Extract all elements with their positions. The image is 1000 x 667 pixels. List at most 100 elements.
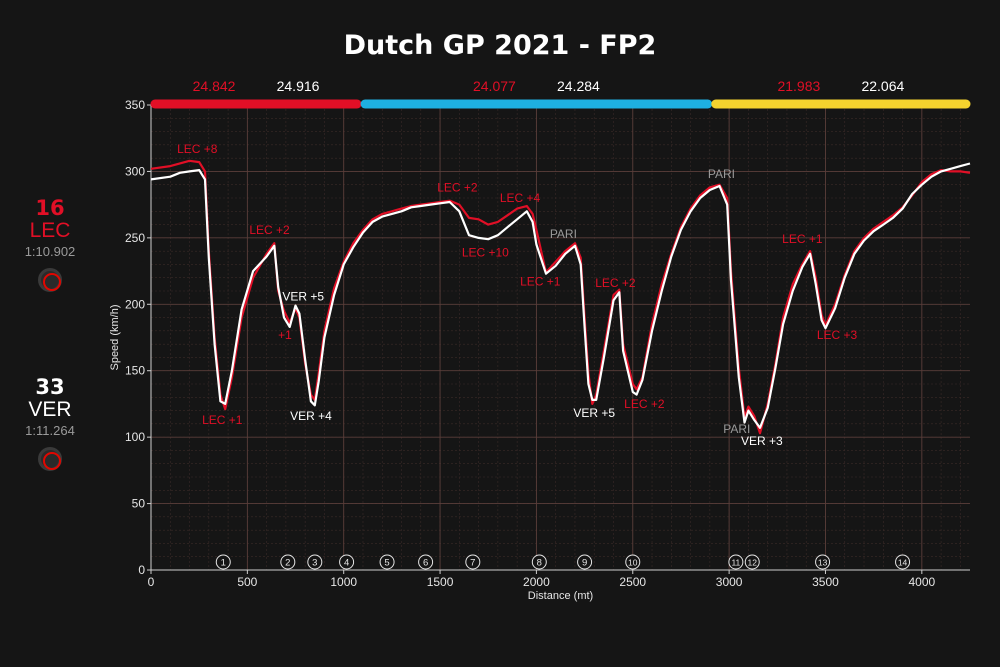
driver-code: LEC <box>29 219 71 242</box>
driver-number: 33 <box>35 375 65 399</box>
x-tick-label: 3000 <box>716 575 743 589</box>
delta-annotation: LEC +10 <box>462 245 509 259</box>
corner-marker: 13 <box>815 554 831 570</box>
y-tick-label: 100 <box>125 430 145 444</box>
corner-label: 14 <box>898 558 908 568</box>
corner-circle <box>465 554 481 570</box>
delta-annotation: LEC +2 <box>624 397 665 411</box>
corner-circle <box>625 554 641 570</box>
delta-annotation: LEC +1 <box>202 413 243 427</box>
corner-circle <box>815 554 831 570</box>
driver-laptime: 1:11.264 <box>25 423 75 438</box>
delta-annotation: PARI <box>550 227 577 241</box>
corner-marker: 10 <box>625 554 641 570</box>
y-axis-label: Speed (km/h) <box>109 304 121 370</box>
x-tick-label: 3500 <box>812 575 839 589</box>
corner-label: 12 <box>748 558 758 568</box>
corner-circle <box>895 554 911 570</box>
x-tick-label: 2500 <box>619 575 646 589</box>
sector-1-ver-time: 24.916 <box>277 78 320 94</box>
sector-3-lec-time: 21.983 <box>777 78 820 94</box>
y-tick-label: 0 <box>138 563 145 577</box>
y-tick-label: 200 <box>125 297 145 311</box>
delta-annotation: LEC +2 <box>595 276 636 290</box>
corner-label: 4 <box>344 558 349 569</box>
corner-label: 9 <box>582 558 587 569</box>
soft-tyre-icon <box>38 447 62 471</box>
corner-label: 5 <box>384 558 389 569</box>
corner-circle <box>728 554 744 570</box>
x-tick-label: 1500 <box>427 575 454 589</box>
driver-number: 16 <box>35 196 65 220</box>
sector-3-ver-time: 22.064 <box>861 78 904 94</box>
corner-label: 1 <box>221 558 226 569</box>
x-axis-label: Distance (mt) <box>528 590 593 602</box>
corner-label: 8 <box>537 558 542 569</box>
corner-circle <box>418 554 434 570</box>
corner-circle <box>339 554 355 570</box>
delta-annotation: PARI <box>723 422 750 436</box>
corner-marker: 1 <box>215 554 231 570</box>
corner-marker: 2 <box>280 554 296 570</box>
x-tick-label: 4000 <box>908 575 935 589</box>
delta-annotation: LEC +4 <box>500 191 541 205</box>
delta-annotation: LEC +2 <box>249 223 290 237</box>
delta-annotation: LEC +1 <box>520 275 561 289</box>
x-tick-label: 500 <box>237 575 257 589</box>
corner-circle <box>577 554 593 570</box>
driver-card-ver: 33 VER 1:11.264 <box>0 376 100 471</box>
corner-marker: 14 <box>895 554 911 570</box>
y-tick-label: 150 <box>125 364 145 378</box>
corner-marker: 5 <box>379 554 395 570</box>
x-tick-label: 0 <box>148 575 155 589</box>
corner-marker: 6 <box>418 554 434 570</box>
corner-label: 13 <box>818 558 828 568</box>
corner-marker: 3 <box>307 554 323 570</box>
delta-annotation: VER +4 <box>290 409 332 423</box>
corner-marker: 8 <box>531 554 547 570</box>
corner-circle <box>280 554 296 570</box>
chart-title: Dutch GP 2021 - FP2 <box>343 30 657 61</box>
corner-marker: 4 <box>339 554 355 570</box>
delta-annotation: LEC +2 <box>437 180 478 194</box>
delta-annotation: LEC +8 <box>177 142 218 156</box>
x-tick-label: 1000 <box>330 575 357 589</box>
corner-marker: 9 <box>577 554 593 570</box>
y-tick-label: 350 <box>125 98 145 112</box>
corner-marker: 12 <box>744 554 760 570</box>
corner-marker: 7 <box>465 554 481 570</box>
corner-label: 6 <box>423 558 428 569</box>
soft-tyre-icon <box>38 268 62 292</box>
delta-annotation: VER +3 <box>741 434 783 448</box>
series-line-lec <box>150 159 971 435</box>
y-tick-label: 50 <box>132 497 146 511</box>
driver-laptime: 1:10.902 <box>24 244 76 259</box>
y-tick-label: 300 <box>125 164 145 178</box>
corner-circle <box>379 554 395 570</box>
corner-label: 11 <box>731 558 740 568</box>
corner-marker: 11 <box>728 554 744 570</box>
corner-circle <box>215 554 231 570</box>
delta-annotation: VER +5 <box>282 289 324 303</box>
sector-2-lec-time: 24.077 <box>473 78 516 94</box>
sector-1-lec-time: 24.842 <box>193 78 236 94</box>
sector-2-ver-time: 24.284 <box>557 78 600 94</box>
y-tick-label: 250 <box>125 231 145 245</box>
corner-circle <box>744 554 760 570</box>
delta-annotation: +1 <box>278 328 292 342</box>
series-line-ver <box>150 162 971 429</box>
corner-circle <box>531 554 547 570</box>
corner-label: 3 <box>312 558 317 569</box>
corner-label: 2 <box>285 558 290 569</box>
driver-code: VER <box>28 398 72 421</box>
corner-label: 10 <box>628 558 638 568</box>
delta-annotation: LEC +1 <box>782 232 823 246</box>
delta-annotation: LEC +3 <box>817 328 858 342</box>
delta-annotation: VER +5 <box>573 406 615 420</box>
x-tick-label: 2000 <box>523 575 550 589</box>
corner-label: 7 <box>470 558 475 569</box>
delta-annotation: PARI <box>708 167 735 181</box>
driver-card-lec: 16 LEC 1:10.902 <box>0 197 100 292</box>
corner-circle <box>307 554 323 570</box>
